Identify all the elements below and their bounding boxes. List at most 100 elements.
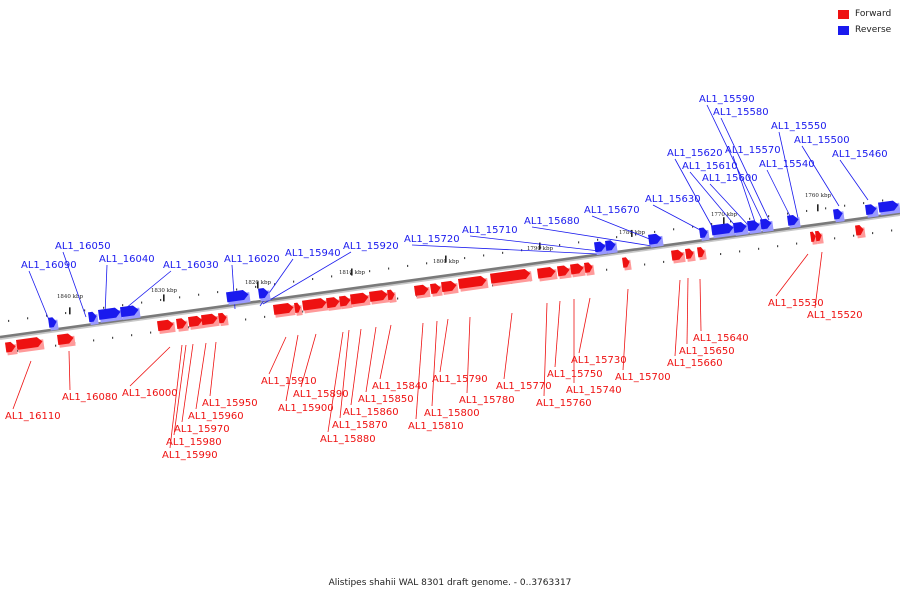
scale-major-tick (257, 281, 259, 289)
forward-gene-label: AL1_15900 (278, 403, 334, 414)
gene-connector-line (469, 235, 609, 253)
forward-gene-label: AL1_16080 (62, 392, 118, 403)
forward-gene-arrow (5, 341, 18, 356)
tick-mark (331, 275, 333, 278)
gene-arrows (5, 200, 900, 356)
forward-gene-label: AL1_15800 (424, 408, 480, 419)
scale-major-tick (817, 204, 819, 212)
forward-gene-label: AL1_15660 (667, 358, 723, 369)
forward-swatch (838, 10, 849, 19)
gene-arrow-body (414, 284, 429, 296)
scale-major-tick (69, 307, 71, 315)
forward-gene-label: AL1_15860 (343, 407, 399, 418)
forward-gene-label: AL1_15970 (174, 424, 230, 435)
tick-mark (236, 288, 238, 291)
forward-gene-label: AL1_15790 (432, 374, 488, 385)
reverse-gene-label: AL1_15710 (462, 225, 518, 236)
forward-gene-arrow (855, 225, 866, 239)
reverse-gene-arrow (878, 200, 900, 216)
tick-mark (597, 238, 599, 241)
gene-arrow-body (584, 262, 593, 273)
gene-arrow-body (787, 214, 799, 226)
gene-arrow-body (387, 289, 395, 301)
scale-label: 1830 kbp (151, 288, 178, 294)
forward-gene-label: AL1_15530 (768, 298, 824, 309)
forward-gene-arrow (294, 302, 303, 316)
reverse-gene-label: AL1_16030 (163, 260, 219, 271)
gene-connector-line (732, 155, 756, 223)
gene-arrow-body (697, 246, 705, 258)
reverse-gene-label: AL1_16040 (99, 254, 155, 265)
reverse-gene-arrow (711, 223, 736, 239)
tick-mark (293, 280, 295, 283)
reverse-gene-arrow (258, 288, 271, 302)
reverse-gene-label: AL1_15630 (645, 194, 701, 205)
gene-arrow-body (855, 225, 864, 236)
tick-mark (559, 243, 561, 246)
tick-mark (730, 220, 732, 223)
tick-mark (65, 312, 67, 315)
tick-mark (27, 317, 29, 320)
tick-mark (673, 228, 675, 231)
gene-connector-line (439, 318, 449, 373)
forward-gene-arrow (350, 292, 371, 308)
gene-arrow-body (302, 298, 327, 311)
forward-gene-label: AL1_15640 (693, 333, 749, 344)
gene-connector-line (689, 171, 738, 229)
scale-label: 1800 kbp (433, 259, 460, 265)
gene-arrow-body (733, 222, 747, 234)
tick-mark (492, 284, 494, 287)
reverse-gene-label: AL1_15580 (713, 107, 769, 118)
tick-mark (606, 268, 608, 271)
tick-mark (426, 262, 428, 265)
tick-mark (692, 225, 694, 228)
reverse-gene-label: AL1_15620 (667, 148, 723, 159)
gene-arrow-body (294, 302, 301, 313)
reverse-gene-arrow (648, 233, 664, 248)
forward-gene-arrow (339, 295, 353, 310)
gene-arrow-body (711, 223, 734, 236)
tick-mark (787, 212, 789, 215)
forward-gene-arrow (685, 248, 696, 262)
gene-connector-line (169, 344, 183, 449)
forward-gene-arrow (176, 318, 189, 332)
reverse-gene-label: AL1_16090 (21, 260, 77, 271)
reverse-gene-label: AL1_15540 (759, 159, 815, 170)
tick-mark (217, 291, 219, 294)
forward-gene-label: AL1_15950 (202, 398, 258, 409)
gene-connector-line (379, 324, 392, 380)
gene-connector-line (578, 297, 591, 354)
scale-major-tick (351, 268, 353, 276)
reverse-gene-label: AL1_15550 (771, 121, 827, 132)
tick-mark (711, 223, 713, 226)
gene-arrow-body (226, 290, 249, 303)
forward-gene-label: AL1_15960 (188, 411, 244, 422)
tick-mark (635, 233, 637, 236)
forward-gene-label: AL1_16000 (122, 388, 178, 399)
gene-arrow-body (490, 268, 531, 284)
tick-mark (720, 253, 722, 256)
forward-gene-arrow (430, 283, 443, 297)
tick-mark (806, 209, 808, 212)
gene-arrow-body (594, 241, 606, 253)
gene-connector-line (775, 253, 809, 297)
gene-connector-line (766, 169, 793, 221)
tick-mark (131, 334, 133, 337)
tick-mark (644, 263, 646, 266)
forward-gene-arrow (815, 230, 824, 245)
reverse-gene-arrow (787, 214, 801, 229)
gene-arrow-body (537, 266, 556, 279)
reverse-gene-label: AL1_15920 (343, 241, 399, 252)
forward-gene-arrow (218, 312, 229, 327)
gene-arrow-body (48, 317, 57, 328)
tick-mark (264, 315, 266, 318)
tick-mark (863, 202, 865, 205)
gene-connector-line (262, 251, 352, 305)
forward-gene-label: AL1_15770 (496, 381, 552, 392)
scale-major-tick (723, 217, 725, 225)
gene-arrow-body (350, 292, 369, 305)
tick-mark (407, 264, 409, 267)
tick-mark (188, 326, 190, 329)
tick-mark (834, 237, 836, 240)
gene-connector-line (543, 302, 548, 397)
